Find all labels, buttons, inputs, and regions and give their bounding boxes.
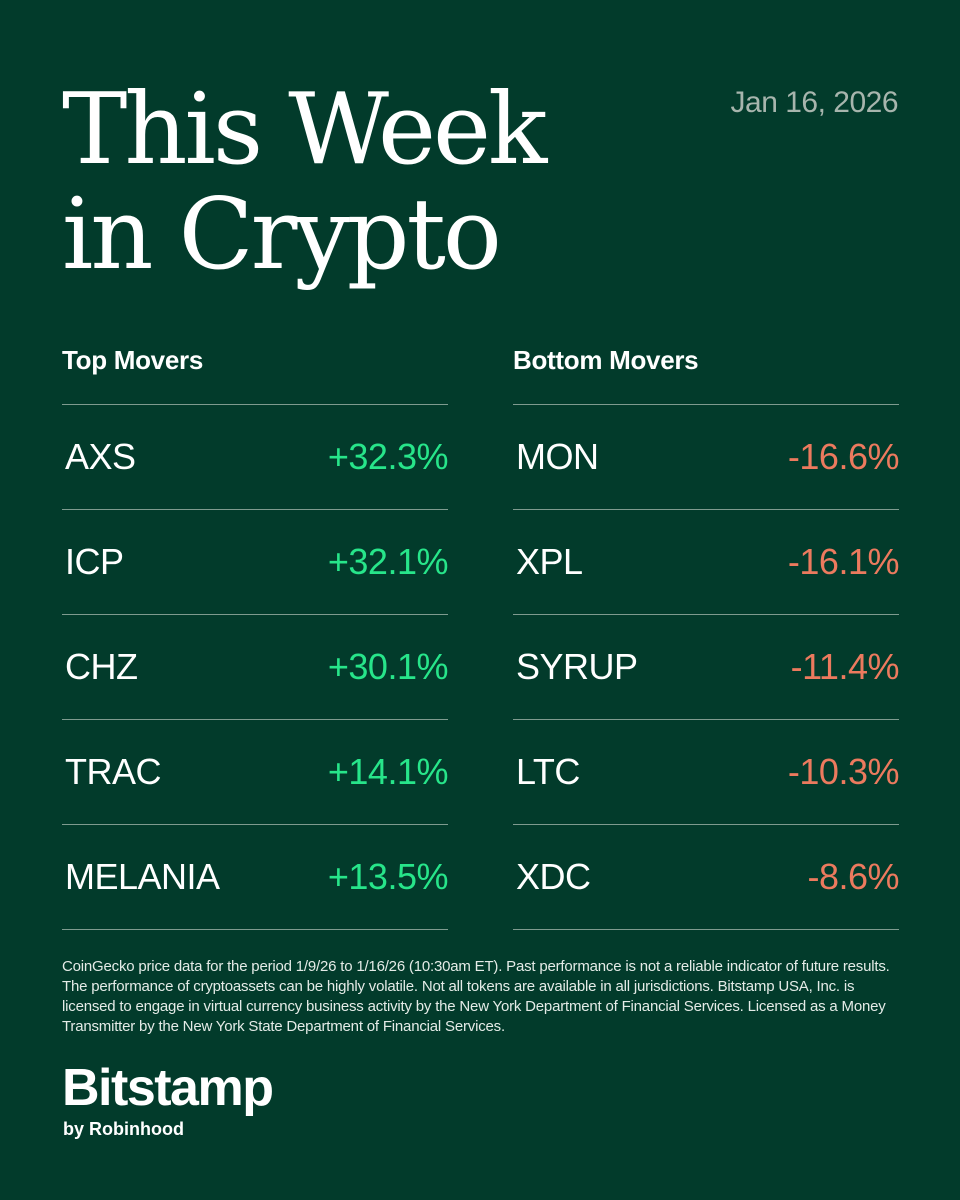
token-symbol: XDC xyxy=(516,856,591,897)
price-change: -10.3% xyxy=(787,751,900,792)
price-change: +14.1% xyxy=(327,751,449,792)
price-change: +32.3% xyxy=(327,436,449,477)
bottom-movers-heading: Bottom Movers xyxy=(513,340,899,405)
title-line-1: This Week xyxy=(62,73,547,187)
bottom-mover-row: XDC -8.6% xyxy=(513,825,899,930)
title-line-2: in Crypto xyxy=(62,178,502,292)
token-symbol: ICP xyxy=(65,541,124,582)
price-change: -8.6% xyxy=(807,856,899,897)
price-change: -16.6% xyxy=(787,436,900,477)
top-movers-heading: Top Movers xyxy=(62,340,448,405)
bottom-mover-row: MON -16.6% xyxy=(513,405,900,510)
top-mover-row: CHZ +30.1% xyxy=(62,615,449,720)
top-movers-table: Top Movers AXS +32.3% ICP +32.1% CHZ +30… xyxy=(62,340,449,930)
token-symbol: CHZ xyxy=(65,646,138,687)
token-symbol: SYRUP xyxy=(516,646,638,687)
token-symbol: LTC xyxy=(516,751,580,792)
bottom-mover-row: LTC -10.3% xyxy=(513,720,900,825)
price-change: -11.4% xyxy=(790,646,900,687)
top-mover-row: ICP +32.1% xyxy=(62,510,449,615)
bottom-movers-table: Bottom Movers MON -16.6% XPL -16.1% SYRU… xyxy=(513,340,900,930)
token-symbol: AXS xyxy=(65,436,136,477)
bottom-mover-row: SYRUP -11.4% xyxy=(513,615,900,720)
price-change: -16.1% xyxy=(787,541,900,582)
token-symbol: MON xyxy=(516,436,599,477)
token-symbol: MELANIA xyxy=(65,856,220,897)
price-change: +30.1% xyxy=(327,646,449,687)
token-symbol: XPL xyxy=(516,541,583,582)
brand-name: Bitstamp xyxy=(62,1059,274,1117)
top-mover-row: TRAC +14.1% xyxy=(62,720,449,825)
top-mover-row: MELANIA +13.5% xyxy=(62,825,449,930)
brand-tagline: by Robinhood xyxy=(63,1119,184,1139)
top-mover-row: AXS +32.3% xyxy=(62,405,449,510)
token-symbol: TRAC xyxy=(65,751,162,792)
disclaimer-text: CoinGecko price data for the period 1/9/… xyxy=(62,958,890,1035)
bottom-mover-row: XPL -16.1% xyxy=(513,510,900,615)
date-label: Jan 16, 2026 xyxy=(730,86,899,119)
price-change: +32.1% xyxy=(327,541,449,582)
brand-logo: Bitstamp by Robinhood xyxy=(62,1058,274,1140)
price-change: +13.5% xyxy=(327,856,449,897)
page-title: This Week in Crypto xyxy=(62,73,547,292)
